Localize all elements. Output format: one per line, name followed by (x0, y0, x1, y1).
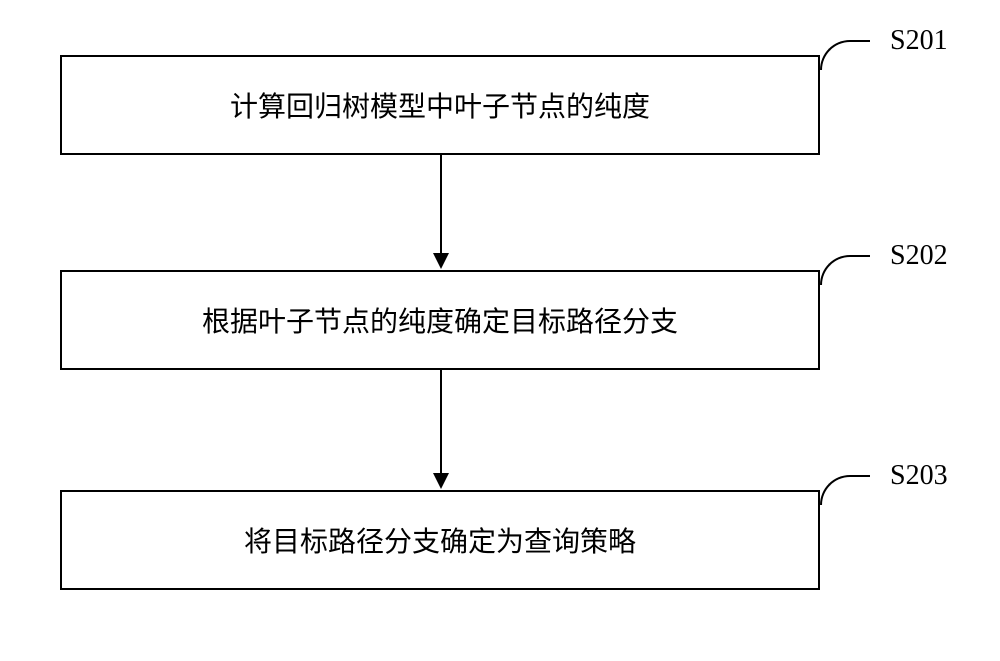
step-text-1: 计算回归树模型中叶子节点的纯度 (230, 85, 650, 125)
arrow-head-2 (433, 473, 449, 489)
label-curve-1 (820, 40, 870, 70)
step-text-2: 根据叶子节点的纯度确定目标路径分支 (202, 300, 678, 340)
flowchart-container: 计算回归树模型中叶子节点的纯度 S201 根据叶子节点的纯度确定目标路径分支 S… (0, 0, 1000, 661)
step-box-3: 将目标路径分支确定为查询策略 (60, 490, 820, 590)
label-curve-3 (820, 475, 870, 505)
step-text-3: 将目标路径分支确定为查询策略 (244, 520, 636, 560)
arrow-head-1 (433, 253, 449, 269)
step-box-1: 计算回归树模型中叶子节点的纯度 (60, 55, 820, 155)
step-label-2: S202 (890, 240, 948, 272)
step-box-2: 根据叶子节点的纯度确定目标路径分支 (60, 270, 820, 370)
label-curve-2 (820, 255, 870, 285)
arrow-line-1 (440, 155, 442, 255)
arrow-line-2 (440, 370, 442, 475)
step-label-3: S203 (890, 460, 948, 492)
step-label-1: S201 (890, 25, 948, 57)
